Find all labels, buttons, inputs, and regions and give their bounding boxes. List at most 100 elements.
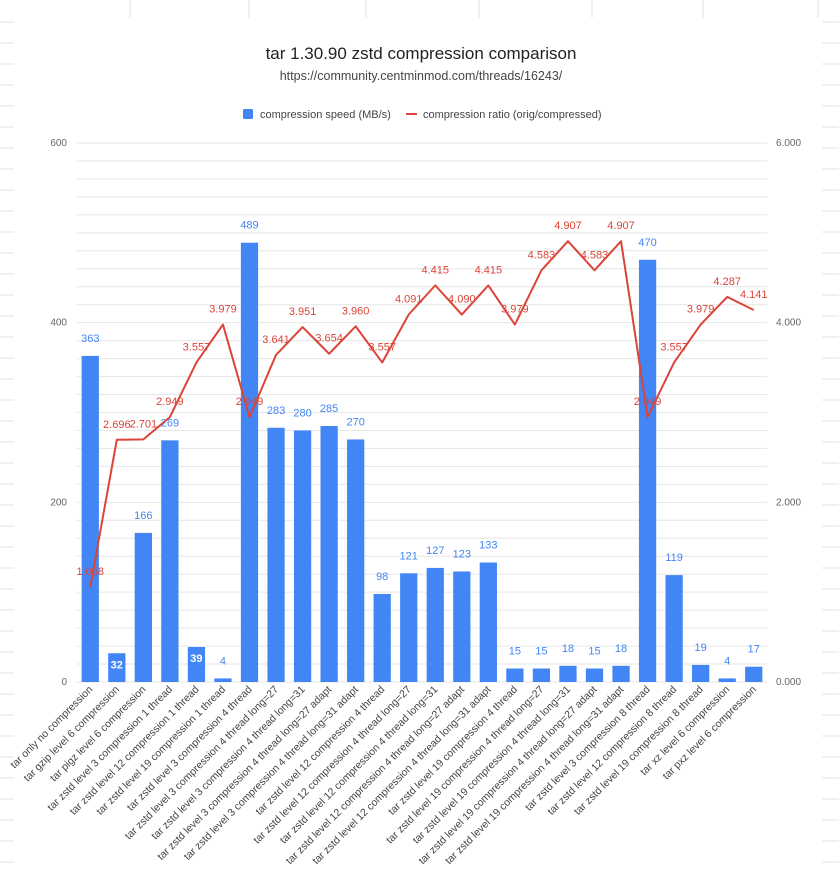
bar — [373, 593, 391, 682]
bar-value-label: 283 — [267, 405, 285, 417]
ratio-value-label: 3.979 — [209, 304, 237, 316]
bar-value-label: 280 — [293, 407, 311, 419]
ratio-value-label: 4.415 — [422, 264, 450, 276]
legend-label-speed: compression speed (MB/s) — [260, 109, 391, 121]
bar-value-label: 39 — [190, 653, 202, 665]
line-labels: 1.058 2.696 2.701 2.949 3.557 3.979 2.949 3.641… — [77, 220, 768, 578]
ratio-value-label: 3.654 — [315, 333, 343, 345]
bar — [585, 668, 604, 682]
right-axis-tick-label: 0.000 — [776, 677, 801, 688]
ratio-value-label: 3.979 — [687, 304, 715, 316]
legend: compression speed (MB/s) compression rat… — [243, 109, 602, 121]
bar-labels: 363 32 166 269 39 4 489 283 280 285 270 98 121 127 123… — [81, 220, 760, 672]
bar — [506, 668, 524, 682]
right-axis-tick-label: 4.000 — [776, 318, 801, 329]
ratio-value-label: 4.287 — [713, 276, 741, 288]
ratio-value-label: 3.960 — [342, 305, 370, 317]
left-axis: 0 200 400 600 — [50, 138, 67, 688]
bar-value-label: 121 — [400, 550, 418, 562]
bar-value-label: 15 — [535, 646, 547, 658]
bar — [692, 664, 710, 682]
bar — [745, 666, 763, 682]
bar-value-label: 270 — [346, 416, 364, 428]
bar — [347, 439, 365, 682]
right-axis: 0.000 2.000 4.000 6.000 — [776, 138, 801, 688]
bar — [214, 678, 232, 682]
gridlines — [77, 142, 767, 683]
ratio-value-label: 2.696 — [103, 419, 131, 431]
bar — [400, 573, 418, 682]
bar-value-label: 4 — [220, 655, 226, 667]
left-axis-tick-label: 0 — [61, 677, 67, 688]
bar — [718, 678, 736, 682]
bar-value-label: 98 — [376, 571, 388, 583]
ratio-value-label: 2.701 — [130, 418, 158, 430]
legend-swatch-speed — [243, 109, 253, 119]
chart-area — [14, 18, 822, 882]
ratio-value-label: 3.641 — [262, 334, 290, 346]
bar-value-label: 269 — [161, 417, 179, 429]
bar-value-label: 18 — [615, 643, 627, 655]
ratio-value-label: 4.091 — [395, 293, 423, 305]
ratio-value-label: 1.058 — [77, 566, 105, 578]
ratio-line — [89, 240, 755, 588]
bar — [267, 427, 285, 682]
bar — [532, 668, 551, 682]
ratio-value-label: 2.949 — [236, 396, 264, 408]
ratio-value-label: 3.951 — [289, 306, 317, 318]
bar — [426, 567, 444, 682]
bar — [559, 665, 577, 682]
bar — [293, 430, 312, 682]
bar — [665, 575, 683, 682]
bar-value-label: 123 — [453, 549, 471, 561]
legend-label-ratio: compression ratio (orig/compressed) — [423, 109, 602, 121]
bar-value-label: 119 — [665, 552, 683, 564]
bar-value-label: 4 — [724, 655, 730, 667]
bar — [134, 532, 152, 682]
chart-subtitle: https://community.centminmod.com/threads… — [280, 69, 563, 83]
bar-value-label: 133 — [479, 540, 497, 552]
ratio-value-label: 3.557 — [183, 341, 211, 353]
bar — [240, 242, 259, 682]
left-axis-tick-label: 200 — [50, 497, 67, 508]
bar — [320, 425, 338, 682]
chart-title: tar 1.30.90 zstd compression comparison — [266, 44, 577, 63]
ratio-series-line — [89, 240, 755, 588]
ratio-value-label: 3.979 — [501, 304, 529, 316]
bar-value-label: 15 — [509, 646, 521, 658]
left-axis-tick-label: 400 — [50, 318, 67, 329]
bar-value-label: 32 — [111, 659, 123, 671]
bar-value-label: 17 — [748, 644, 760, 656]
bars — [81, 242, 763, 682]
ratio-value-label: 2.949 — [156, 396, 184, 408]
bar — [161, 440, 179, 682]
bar-value-label: 127 — [426, 545, 444, 557]
bar-value-label: 363 — [81, 333, 99, 345]
bar — [187, 646, 206, 682]
ratio-value-label: 4.907 — [554, 220, 582, 232]
ratio-value-label: 4.907 — [607, 220, 635, 232]
bar-value-label: 166 — [134, 510, 152, 522]
bar — [453, 571, 471, 682]
ratio-value-label: 2.949 — [634, 396, 662, 408]
bar-value-label: 18 — [562, 643, 574, 655]
bar-value-label: 489 — [240, 220, 258, 232]
bar-value-label: 470 — [638, 237, 656, 249]
bar-value-label: 285 — [320, 403, 338, 415]
bar-value-label: 15 — [588, 646, 600, 658]
bar — [108, 653, 126, 682]
right-axis-tick-label: 2.000 — [776, 497, 801, 508]
ratio-value-label: 4.141 — [740, 289, 768, 301]
right-axis-tick-label: 6.000 — [776, 138, 801, 149]
bar — [638, 259, 657, 682]
bar-value-label: 19 — [695, 642, 707, 654]
bar — [479, 562, 497, 682]
ratio-value-label: 3.557 — [368, 341, 396, 353]
ratio-value-label: 4.090 — [448, 294, 476, 306]
ratio-value-label: 4.583 — [528, 249, 556, 261]
ratio-value-label: 4.583 — [581, 249, 609, 261]
bar — [612, 665, 630, 682]
ratio-value-label: 3.557 — [660, 341, 688, 353]
